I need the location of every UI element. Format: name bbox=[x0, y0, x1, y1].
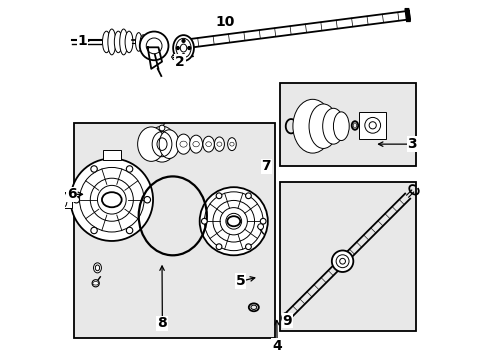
Ellipse shape bbox=[217, 142, 222, 146]
Ellipse shape bbox=[93, 263, 101, 273]
Ellipse shape bbox=[145, 36, 151, 48]
Bar bbox=[58, 192, 72, 208]
Ellipse shape bbox=[322, 108, 344, 144]
Ellipse shape bbox=[159, 130, 179, 158]
Circle shape bbox=[70, 158, 153, 241]
Ellipse shape bbox=[173, 35, 194, 61]
Polygon shape bbox=[147, 47, 162, 69]
Circle shape bbox=[331, 251, 353, 272]
Circle shape bbox=[91, 227, 97, 234]
Text: 9: 9 bbox=[282, 314, 292, 328]
Ellipse shape bbox=[229, 142, 234, 146]
Ellipse shape bbox=[205, 142, 211, 147]
Circle shape bbox=[92, 280, 99, 287]
Ellipse shape bbox=[180, 141, 187, 147]
Ellipse shape bbox=[114, 31, 122, 53]
Ellipse shape bbox=[176, 134, 190, 154]
Ellipse shape bbox=[120, 29, 127, 55]
Text: 4: 4 bbox=[271, 339, 281, 353]
Bar bbox=[74, 123, 274, 338]
Ellipse shape bbox=[108, 29, 116, 55]
Ellipse shape bbox=[227, 138, 236, 150]
Ellipse shape bbox=[137, 127, 164, 161]
Text: 5: 5 bbox=[236, 274, 245, 288]
Text: 8: 8 bbox=[157, 316, 166, 330]
Circle shape bbox=[182, 54, 184, 57]
Ellipse shape bbox=[292, 99, 332, 153]
Circle shape bbox=[187, 46, 190, 49]
Ellipse shape bbox=[147, 126, 176, 162]
Text: 3: 3 bbox=[407, 137, 416, 151]
Text: 6: 6 bbox=[67, 187, 76, 201]
Polygon shape bbox=[404, 9, 409, 22]
Circle shape bbox=[182, 40, 184, 42]
Circle shape bbox=[126, 166, 133, 172]
Ellipse shape bbox=[102, 31, 110, 53]
Circle shape bbox=[199, 187, 267, 255]
Circle shape bbox=[260, 219, 265, 224]
Circle shape bbox=[140, 32, 168, 60]
Text: 10: 10 bbox=[215, 15, 234, 29]
Circle shape bbox=[201, 219, 207, 224]
Ellipse shape bbox=[333, 112, 348, 140]
Ellipse shape bbox=[214, 137, 224, 151]
Bar bbox=[359, 112, 386, 139]
Circle shape bbox=[91, 166, 97, 172]
Circle shape bbox=[144, 197, 150, 203]
Text: 2: 2 bbox=[175, 55, 184, 69]
Ellipse shape bbox=[308, 104, 337, 148]
Text: 1: 1 bbox=[78, 34, 87, 48]
Circle shape bbox=[245, 193, 251, 199]
Ellipse shape bbox=[135, 33, 142, 51]
Text: 7: 7 bbox=[261, 159, 270, 174]
Bar bbox=[280, 83, 415, 166]
Ellipse shape bbox=[140, 35, 146, 49]
Ellipse shape bbox=[189, 135, 202, 153]
Bar bbox=[102, 149, 121, 160]
Circle shape bbox=[245, 244, 251, 249]
Circle shape bbox=[216, 244, 222, 249]
Circle shape bbox=[126, 227, 133, 234]
Bar bbox=[280, 182, 415, 330]
Ellipse shape bbox=[203, 136, 214, 152]
Circle shape bbox=[176, 46, 179, 49]
Ellipse shape bbox=[192, 141, 199, 147]
Circle shape bbox=[159, 125, 164, 131]
Ellipse shape bbox=[125, 31, 133, 53]
Circle shape bbox=[257, 224, 263, 229]
Circle shape bbox=[216, 193, 222, 199]
Circle shape bbox=[73, 197, 80, 203]
